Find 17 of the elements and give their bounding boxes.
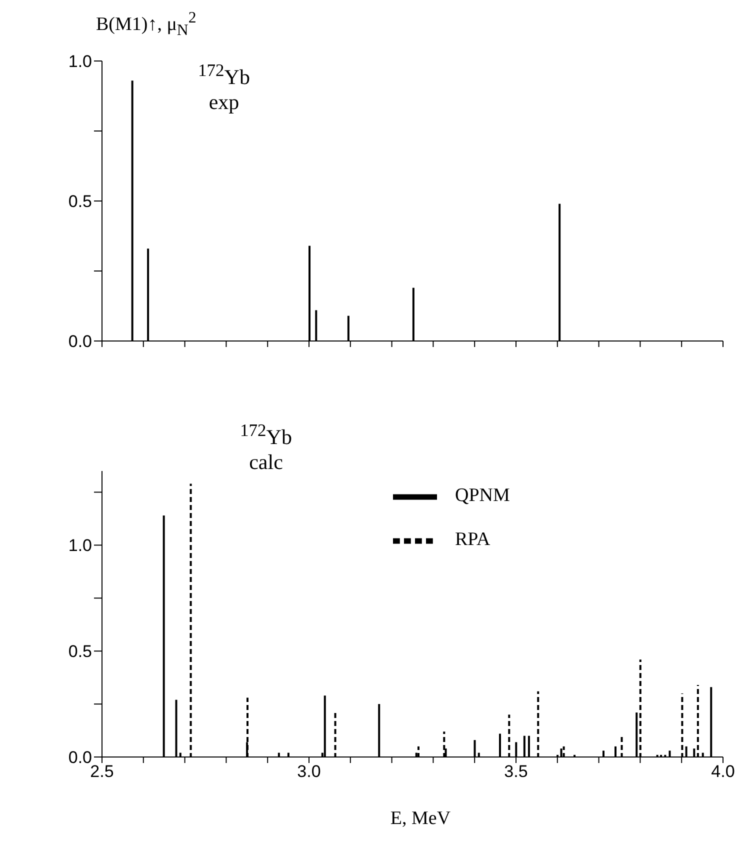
annotation: calc <box>249 450 283 474</box>
y-tick-label: 0.5 <box>68 642 92 662</box>
annotation: exp <box>208 90 240 114</box>
x-tick-label: 3.0 <box>297 762 321 782</box>
annotation: $^{172}$Yb <box>198 60 250 89</box>
x-tick-label: 2.5 <box>90 762 114 782</box>
y-tick-label: 1.0 <box>68 536 92 556</box>
x-tick-label: 3.5 <box>504 762 528 782</box>
y-tick-label: 0.0 <box>68 748 92 768</box>
x-tick-label: 4.0 <box>711 762 735 782</box>
legend-label: QPNM <box>455 484 510 506</box>
y-tick-label: 1.0 <box>68 52 92 72</box>
y-tick-label: 0.0 <box>68 332 92 352</box>
legend-label: RPA <box>455 528 490 550</box>
y-tick-label: 0.5 <box>68 192 92 212</box>
x-axis-title: E, MeV <box>390 808 451 829</box>
text: $^{172}$Yb <box>240 420 292 449</box>
